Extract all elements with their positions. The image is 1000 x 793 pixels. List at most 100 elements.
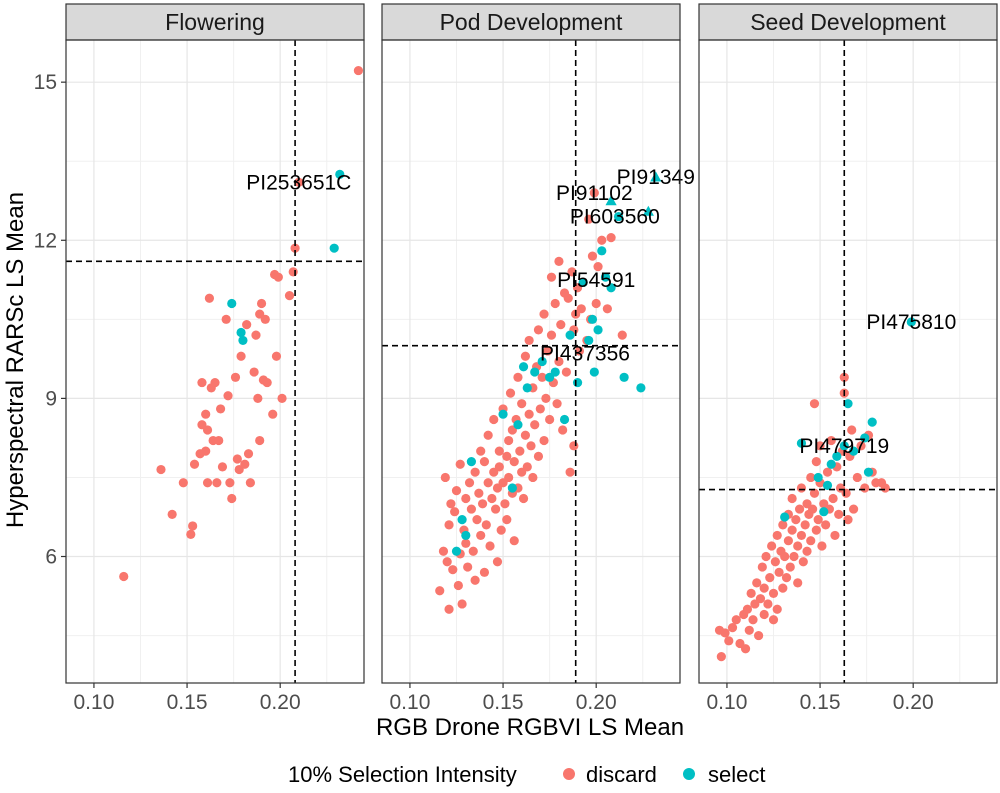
- point-discard: [496, 525, 506, 535]
- point-discard: [477, 499, 488, 509]
- point-discard: [813, 515, 823, 525]
- point-discard: [828, 493, 838, 504]
- point-discard: [256, 298, 267, 309]
- point-discard: [251, 330, 261, 340]
- point-discard: [539, 309, 549, 319]
- facet-title: Flowering: [165, 9, 265, 35]
- point-discard: [223, 391, 233, 401]
- point-discard: [563, 293, 573, 303]
- point-discard: [852, 472, 862, 483]
- panel-border: [381, 39, 681, 684]
- point-discard: [189, 459, 200, 469]
- point-discard: [249, 367, 259, 377]
- point-discard: [748, 615, 758, 625]
- point-discard: [520, 351, 531, 361]
- point-select: [550, 367, 560, 377]
- point-discard: [444, 520, 454, 530]
- x-tick-label: 0.20: [260, 691, 301, 714]
- point-discard: [533, 325, 544, 335]
- point-discard: [761, 551, 771, 562]
- point-discard: [754, 630, 764, 641]
- point-discard: [817, 541, 827, 551]
- point-discard: [453, 580, 463, 591]
- point-select: [559, 414, 570, 425]
- point-select: [597, 246, 607, 256]
- point-discard: [442, 557, 452, 567]
- point-discard: [236, 351, 246, 361]
- point-label: PI91349: [617, 166, 695, 189]
- point-discard: [457, 599, 467, 609]
- point-select: [832, 451, 842, 461]
- point-label: PI475810: [866, 311, 956, 334]
- legend-title: 10% Selection Intensity: [288, 762, 517, 787]
- legend-key-discard: [563, 768, 575, 780]
- point-select: [518, 362, 529, 372]
- point-discard: [724, 636, 734, 646]
- point-discard: [463, 562, 473, 572]
- point-discard: [245, 478, 255, 488]
- point-discard: [809, 399, 820, 409]
- point-discard: [716, 652, 726, 662]
- point-discard: [597, 235, 607, 245]
- point-discard: [593, 262, 603, 272]
- point-discard: [796, 530, 807, 541]
- x-tick-label: 0.15: [800, 691, 841, 714]
- point-discard: [186, 529, 196, 539]
- point-discard: [772, 604, 782, 614]
- point-discard: [727, 623, 738, 633]
- point-discard: [214, 435, 224, 446]
- point-discard: [202, 425, 213, 435]
- y-tick-label: 12: [34, 229, 57, 252]
- x-tick-label: 0.10: [74, 691, 115, 714]
- point-discard: [768, 615, 779, 625]
- point-discard: [242, 320, 252, 330]
- point-discard: [556, 320, 566, 330]
- point-discard: [561, 367, 571, 377]
- point-discard: [815, 441, 825, 451]
- point-select: [236, 327, 246, 338]
- point-discard: [502, 451, 512, 461]
- x-tick-label: 0.10: [390, 691, 431, 714]
- point-discard: [288, 267, 298, 277]
- point-select: [466, 457, 476, 467]
- legend-label-discard: discard: [586, 762, 657, 787]
- point-discard: [489, 414, 499, 425]
- point-select: [867, 417, 877, 427]
- point-discard: [204, 293, 215, 303]
- point-discard: [479, 457, 490, 467]
- point-discard: [479, 567, 490, 577]
- y-tick-label: 9: [45, 387, 57, 410]
- point-discard: [472, 515, 482, 525]
- point-discard: [839, 372, 849, 382]
- point-discard: [505, 388, 516, 398]
- x-tick-label: 0.15: [167, 691, 208, 714]
- point-discard: [740, 644, 751, 654]
- point-select: [572, 377, 583, 388]
- point-select: [619, 372, 629, 382]
- point-discard: [504, 472, 514, 483]
- point-discard: [856, 441, 866, 451]
- point-discard: [821, 520, 831, 530]
- point-discard: [474, 488, 484, 498]
- point-discard: [569, 441, 579, 451]
- point-discard: [526, 441, 536, 451]
- point-select: [565, 330, 575, 340]
- point-discard: [440, 472, 450, 483]
- point-select: [457, 515, 467, 525]
- point-discard: [772, 530, 782, 541]
- point-discard: [260, 314, 270, 324]
- point-discard: [576, 304, 586, 314]
- point-discard: [830, 530, 840, 541]
- point-select: [238, 335, 248, 346]
- point-discard: [212, 478, 222, 488]
- point-select: [848, 446, 859, 456]
- point-select: [507, 483, 517, 493]
- point-discard: [811, 525, 821, 535]
- point-discard: [461, 493, 471, 504]
- point-discard: [230, 372, 241, 382]
- point-discard: [806, 536, 816, 546]
- point-discard: [476, 446, 486, 456]
- point-discard: [522, 462, 532, 472]
- point-discard: [558, 425, 568, 435]
